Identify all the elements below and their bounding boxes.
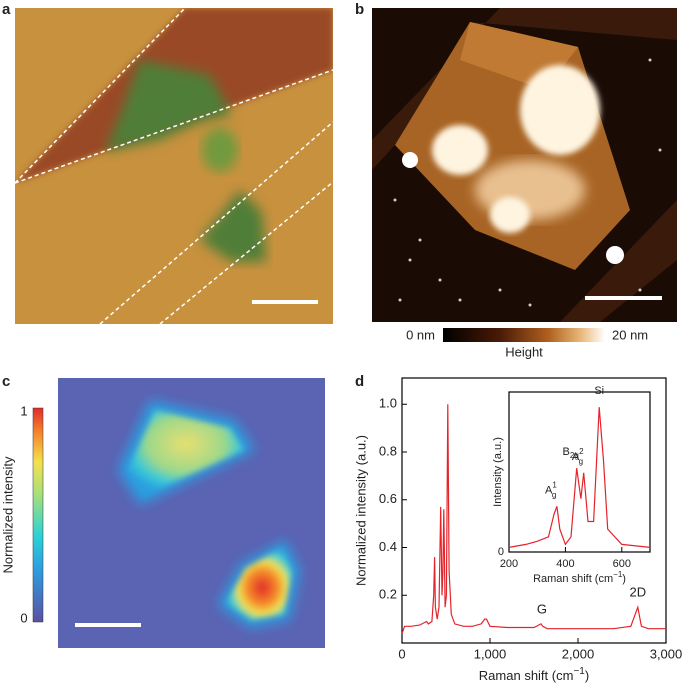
- x-tick-label: 3,000: [650, 646, 683, 661]
- peak-label-base: B: [563, 446, 570, 458]
- spectrum-line: [508, 407, 651, 548]
- peak-label-base: A: [572, 451, 580, 463]
- colorbar-label: 20 nm: [612, 327, 648, 342]
- x-axis-label-part: ): [622, 573, 626, 585]
- peak-label: G: [537, 601, 547, 616]
- panel-label: c: [2, 373, 10, 390]
- y-tick-label: 1.0: [379, 396, 397, 411]
- x-axis-label-part: Raman shift (cm: [479, 668, 574, 683]
- peak-label: B2g: [563, 446, 579, 460]
- panel-label: d: [355, 373, 364, 390]
- x-tick-label: 0: [398, 646, 405, 661]
- raman-map: [58, 378, 325, 648]
- x-axis-label-part: −1: [573, 666, 585, 677]
- x-axis-label-part: −1: [613, 570, 623, 579]
- colorbar-label: 0 nm: [406, 327, 435, 342]
- colorbar: [32, 407, 44, 623]
- x-tick-label: 1,000: [474, 646, 507, 661]
- afm-image: [372, 8, 677, 322]
- colorbar-label: 0: [20, 610, 27, 625]
- peak-label-sub: 2g: [570, 451, 579, 460]
- peak-label-sub: g: [579, 457, 583, 466]
- peak-label-sub: g: [552, 490, 556, 499]
- colorbar-title: Height: [505, 344, 543, 359]
- x-tick-label: 400: [556, 558, 574, 570]
- peak-label: 2D: [630, 585, 647, 600]
- colorbar-label: 1: [20, 403, 27, 418]
- peak-label-base: Si: [594, 385, 604, 397]
- peak-label-sup: 2: [579, 447, 584, 456]
- peak-label-sup: 1: [552, 480, 557, 489]
- y-tick-label: 0.2: [379, 587, 397, 602]
- peak-label-base: A: [545, 484, 553, 496]
- x-axis-label-part: ): [585, 668, 589, 683]
- optical-image: [15, 8, 333, 324]
- peak-label: A2 g: [572, 447, 584, 466]
- y-axis-label: Intensity (a.u.): [492, 437, 504, 507]
- peak-label: A1 g: [545, 480, 557, 499]
- colorbar: [443, 328, 605, 342]
- x-axis-label-part: Raman shift (cm: [533, 573, 613, 585]
- y-axis-label: Normalized intensity (a.u.): [353, 435, 368, 586]
- panel-label: a: [2, 1, 11, 18]
- spectrum-line: [401, 404, 666, 634]
- colorbar-title: Normalized intensity: [0, 456, 15, 574]
- peak-label: Si: [594, 385, 604, 397]
- y-tick-label: 0: [498, 546, 504, 558]
- x-tick-label: 600: [613, 558, 631, 570]
- x-axis-label: Raman shift (cm−1): [479, 666, 589, 683]
- x-axis-label: Raman shift (cm−1): [533, 570, 626, 585]
- y-tick-label: 0.6: [379, 491, 397, 506]
- y-tick-label: 0.8: [379, 443, 397, 458]
- x-tick-label: 200: [500, 558, 518, 570]
- panel-label: b: [355, 1, 364, 18]
- y-tick-label: 0.4: [379, 539, 397, 554]
- x-tick-label: 2,000: [562, 646, 595, 661]
- plot-frame: [508, 391, 651, 553]
